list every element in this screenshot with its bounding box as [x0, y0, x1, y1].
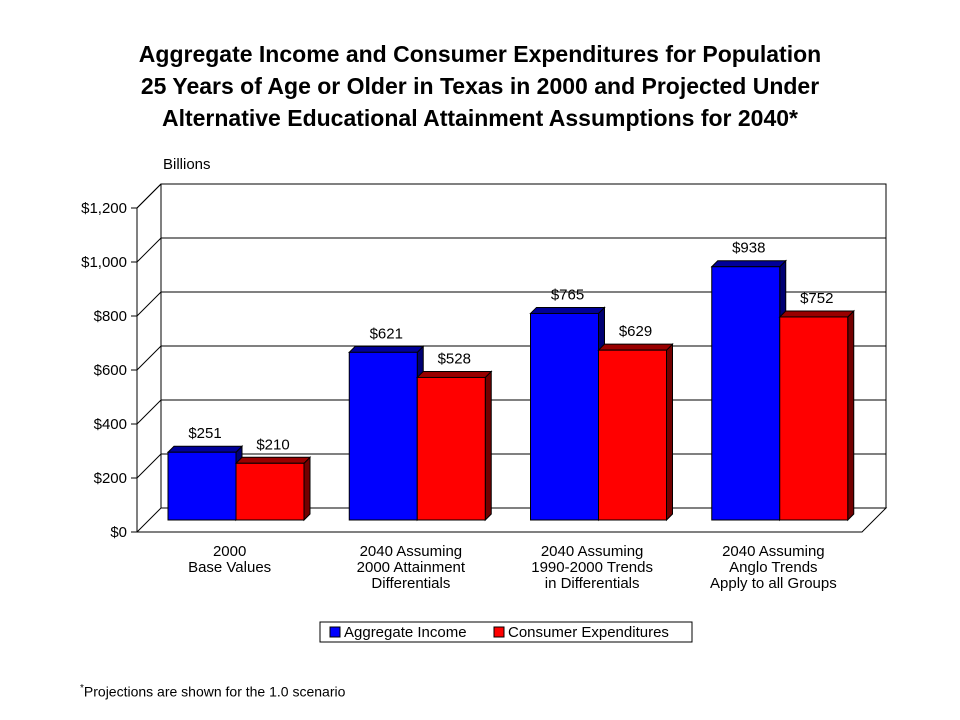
y-tick-label: $0 — [110, 524, 127, 541]
data-label: $629 — [619, 323, 652, 340]
category-label: Differentials — [371, 575, 450, 592]
title-line-1: Aggregate Income and Consumer Expenditur… — [138, 41, 822, 67]
bar-top — [710, 260, 787, 268]
legend-label-consumer-expenditures: Consumer Expenditures — [508, 624, 669, 641]
bar-side — [303, 456, 311, 522]
bar-top — [348, 345, 425, 353]
bar-top — [166, 445, 244, 453]
legend-swatch-consumer-expenditures — [493, 626, 505, 638]
category-label: 2000 — [213, 543, 246, 560]
data-label: $752 — [800, 290, 833, 307]
bar-top — [529, 306, 606, 314]
bar-side — [847, 309, 855, 522]
bar-consumer-expenditures-2 — [416, 376, 486, 521]
legend-label-aggregate-income: Aggregate Income — [344, 624, 467, 641]
gridline — [136, 291, 886, 317]
footnote-marker: * — [80, 683, 84, 694]
bar-top — [416, 370, 493, 378]
legend — [319, 621, 693, 643]
y-tick-label: $800 — [94, 308, 127, 325]
title-line-2: 25 Years of Age or Older in Texas in 200… — [140, 73, 820, 99]
category-label: 2040 Assuming — [541, 543, 644, 560]
bar-aggregate-income-4 — [711, 266, 781, 521]
bar-top — [597, 343, 674, 351]
bar-aggregate-income-2 — [348, 351, 418, 521]
category-label: Anglo Trends — [729, 559, 817, 576]
y-tick-label: $600 — [94, 362, 127, 379]
data-label: $528 — [438, 350, 471, 367]
bar-top — [234, 456, 312, 464]
bar-aggregate-income-3 — [530, 312, 599, 521]
title-line-3: Alternative Educational Attainment Assum… — [161, 105, 799, 131]
bar-top — [778, 310, 855, 318]
y-tick-label: $200 — [94, 470, 127, 487]
data-label: $765 — [551, 286, 584, 303]
data-label: $621 — [370, 325, 403, 342]
category-label: 2000 Attainment — [357, 559, 466, 576]
bar-consumer-expenditures-3 — [598, 349, 667, 521]
category-label: 2040 Assuming — [722, 543, 825, 560]
legend-swatch-aggregate-income — [329, 626, 341, 638]
category-label: 2040 Assuming — [360, 543, 463, 560]
bar-side — [484, 370, 492, 522]
bar-side — [666, 342, 673, 522]
y-tick-label: $400 — [94, 416, 127, 433]
bar-consumer-expenditures-4 — [779, 316, 849, 521]
y-unit-label: Billions — [163, 156, 211, 173]
data-label: $938 — [732, 240, 765, 257]
footnote-text: Projections are shown for the 1.0 scenar… — [83, 683, 346, 700]
floor — [135, 507, 888, 533]
category-label: in Differentials — [545, 575, 640, 592]
bar-consumer-expenditures-1 — [235, 462, 305, 521]
category-label: Apply to all Groups — [710, 575, 837, 592]
y-tick-label: $1,000 — [81, 254, 127, 271]
category-label: 1990-2000 Trends — [531, 559, 653, 576]
data-label: $210 — [256, 436, 289, 453]
bar-aggregate-income-1 — [167, 451, 237, 521]
data-label: $251 — [188, 425, 221, 442]
gridline — [136, 183, 886, 209]
footnote: *Projections are shown for the 1.0 scena… — [80, 683, 345, 700]
gridline — [136, 237, 886, 263]
chart-title: Aggregate Income and Consumer Expenditur… — [40, 38, 920, 134]
y-tick-label: $1,200 — [81, 200, 127, 217]
category-label: Base Values — [188, 559, 271, 576]
